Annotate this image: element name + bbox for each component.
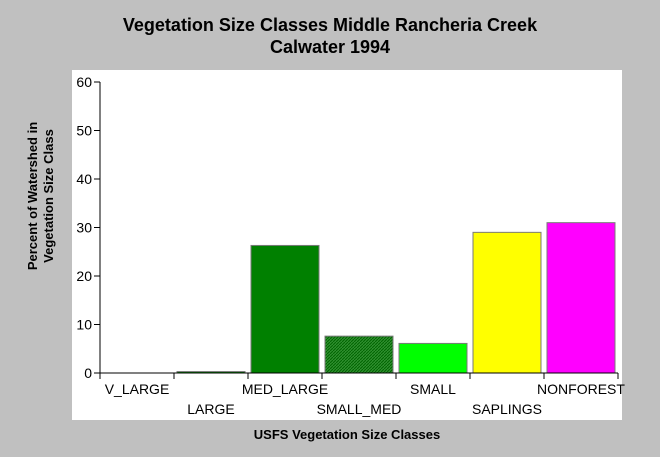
x-tick-label: SMALL_MED	[317, 401, 402, 417]
x-tick-label: V_LARGE	[105, 381, 170, 397]
x-tick-label: SMALL	[410, 381, 456, 397]
y-tick-label: 20	[76, 268, 92, 284]
x-axis-label: USFS Vegetation Size Classes	[253, 427, 441, 442]
y-tick-label: 30	[76, 220, 92, 236]
x-tick-label: NONFOREST	[537, 381, 625, 397]
bar-med-large	[250, 244, 320, 374]
y-tick-label: 40	[76, 171, 92, 187]
y-tick-label: 50	[76, 123, 92, 139]
y-tick-label: 60	[76, 74, 92, 90]
chart-title-line-2: Calwater 1994	[269, 37, 391, 57]
bar-saplings	[472, 231, 542, 374]
y-tick-label: 0	[84, 365, 92, 381]
chart-title: Vegetation Size Classes Middle Rancheria…	[0, 14, 660, 58]
x-tick-label: MED_LARGE	[242, 381, 328, 397]
bar-small-med	[324, 335, 394, 374]
y-tick-label: 10	[76, 317, 92, 333]
x-tick-label: LARGE	[187, 401, 234, 417]
bar-small	[398, 342, 468, 374]
x-tick-label: SAPLINGS	[472, 401, 542, 417]
chart-title-line-1: Vegetation Size Classes Middle Rancheria…	[122, 15, 538, 35]
bar-nonforest	[546, 222, 616, 374]
